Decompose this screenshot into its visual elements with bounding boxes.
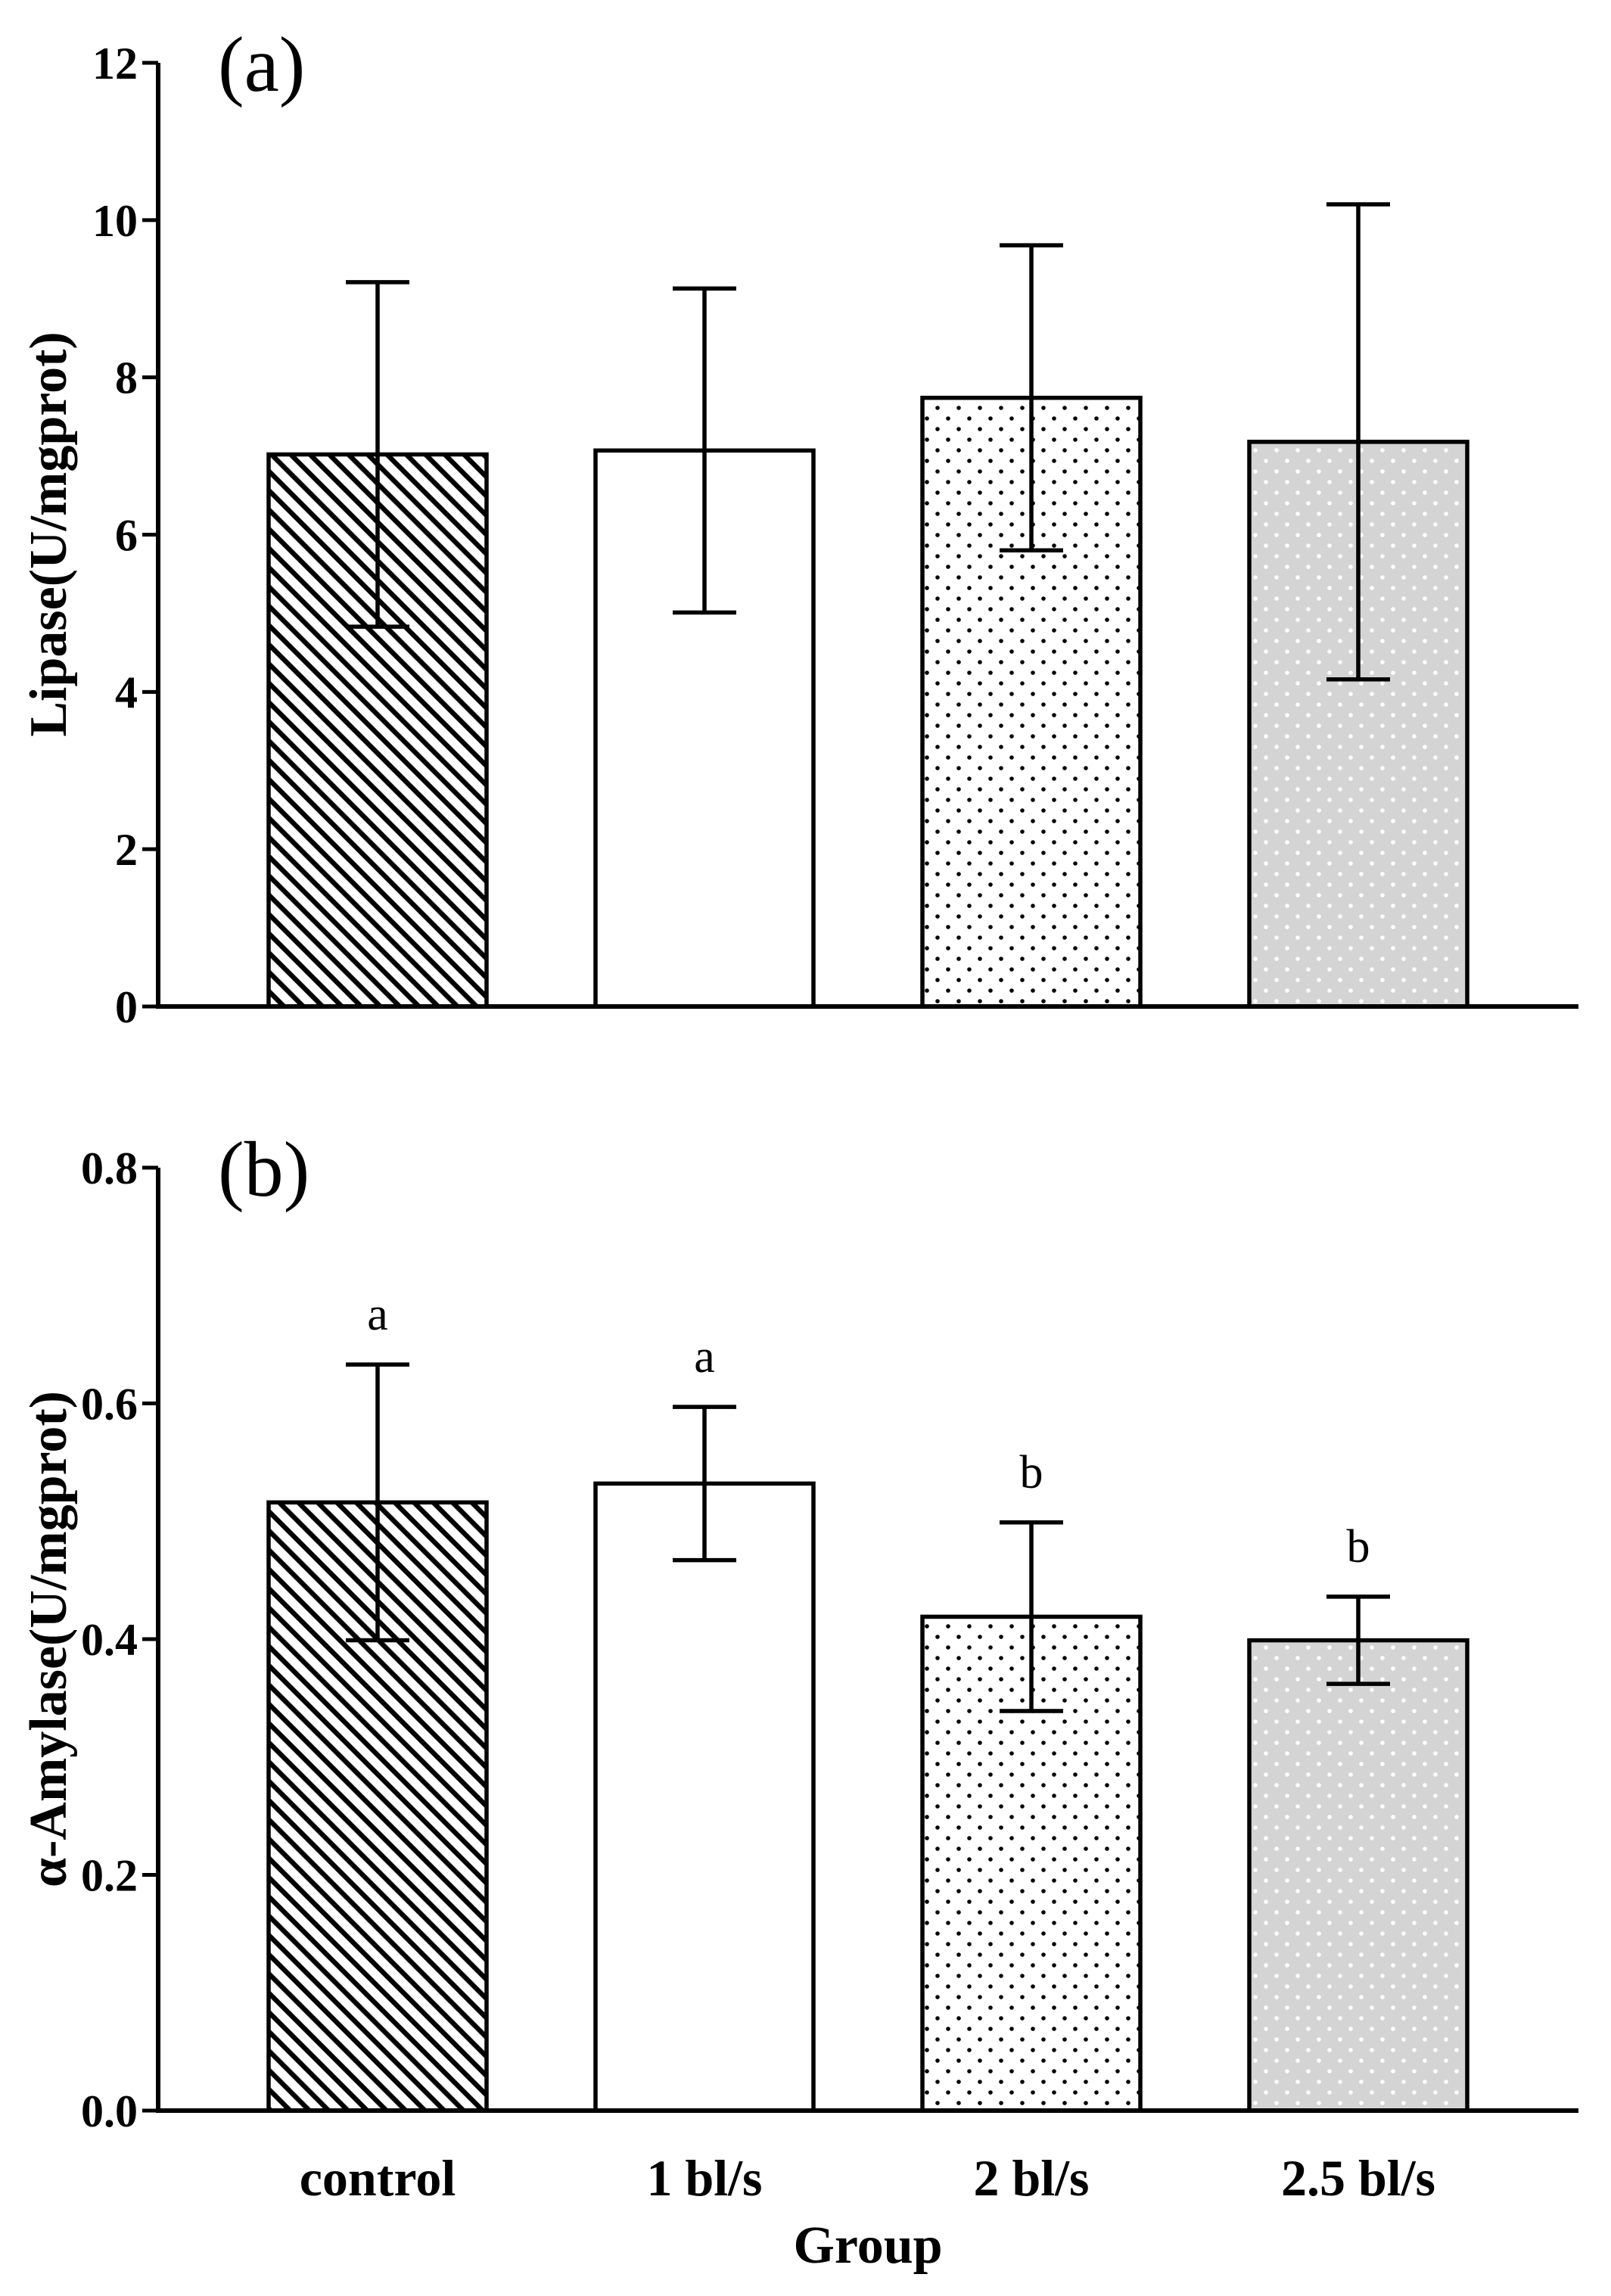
panel-b-amylase-chart: a a b b 0.0 0.2 0.4 0.6 0.8 control 1 bl/s 2 bl/s 2.…	[20, 1126, 1578, 2275]
panel-a-y-tick-label: 8	[115, 353, 138, 403]
panel-a-y-axis-title: Lipase(U/mgprot)	[20, 331, 78, 736]
panel-a-y-tick-label: 0	[115, 982, 138, 1032]
x-tick-label-1-bl-s: 1 bl/s	[646, 2149, 762, 2207]
panel-b-marks: a a b b 0.0 0.2 0.4 0.6 0.8 control 1 bl/s 2 bl/s 2.…	[81, 1143, 1578, 2207]
panel-a-label: (a)	[218, 21, 305, 108]
panel-a-y-tick-label: 2	[115, 825, 138, 875]
panel-a-y-tick-label: 12	[92, 39, 138, 89]
panel-b-significance-1-bl-s: a	[694, 1331, 715, 1383]
panel-b-y-tick-label: 0.2	[81, 1851, 138, 1901]
panel-b-y-tick-label: 0.8	[81, 1143, 138, 1193]
panel-b-y-axis-title: α-Amylase(U/mgprot)	[20, 1391, 78, 1887]
panel-a-y-tick-label: 10	[92, 196, 138, 246]
x-tick-label-2-bl-s: 2 bl/s	[973, 2149, 1089, 2207]
panel-b-bar-2-5-bl-s	[1247, 1638, 1469, 2113]
panel-a-y-tick-label: 4	[115, 667, 138, 717]
panel-b-bar-1-bl-s	[593, 1481, 816, 2113]
x-tick-label-2-5-bl-s: 2.5 bl/s	[1281, 2149, 1435, 2207]
panel-b-significance-2-bl-s: b	[1020, 1447, 1043, 1498]
panel-a-y-tick-label: 6	[115, 511, 138, 561]
panel-b-label: (b)	[218, 1126, 309, 1213]
x-axis-title: Group	[793, 2217, 942, 2275]
panel-b-y-tick-label: 0.6	[81, 1380, 138, 1430]
panel-b-y-tick-label: 0.0	[81, 2086, 138, 2136]
panel-a-marks: 0 2 4 6 8 10 12	[92, 39, 1578, 1032]
panel-b-significance-2-5-bl-s: b	[1347, 1521, 1370, 1573]
panel-a-lipase-chart: 0 2 4 6 8 10 12 (a) Lipase(U/mgprot)	[20, 21, 1578, 1032]
panel-b-significance-control: a	[367, 1289, 388, 1340]
panel-b-y-tick-label: 0.4	[81, 1615, 138, 1665]
x-tick-label-control: control	[300, 2149, 456, 2207]
